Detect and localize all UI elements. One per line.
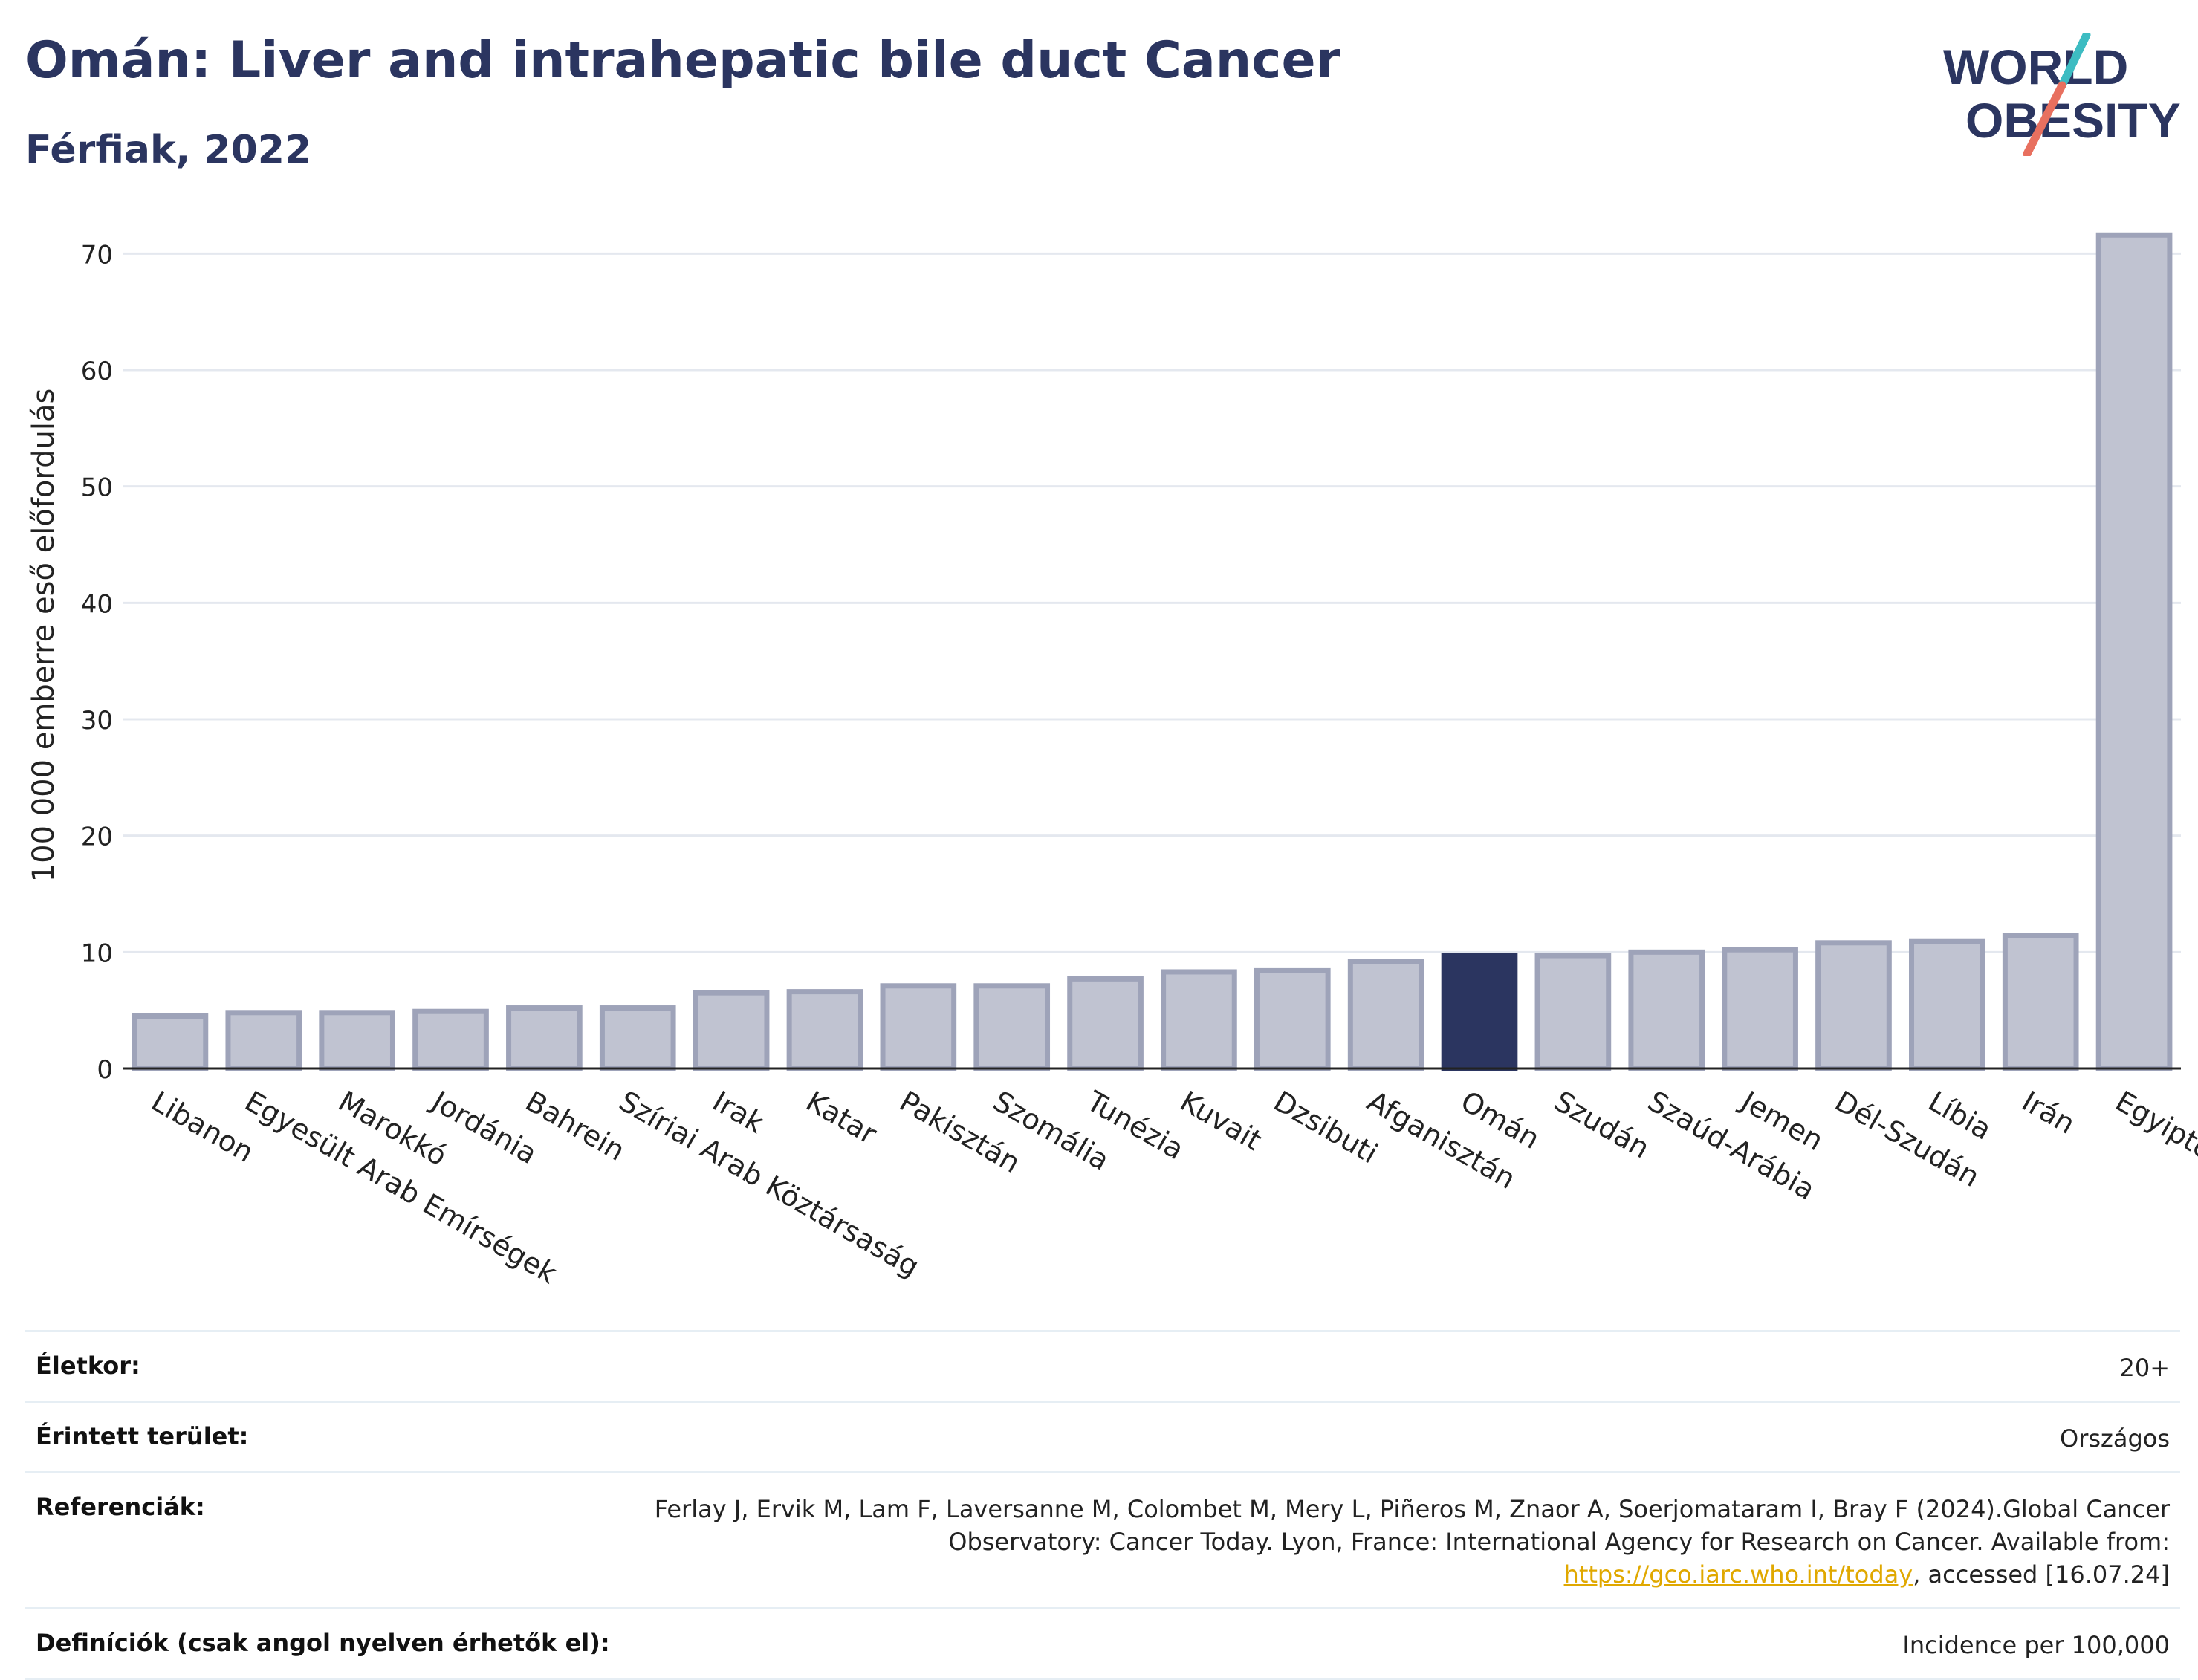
bar-6 (693, 990, 770, 1071)
area-label: Érintett terület: (36, 1422, 249, 1450)
bar-7 (786, 989, 863, 1071)
x-tick-label: Kuvait (1175, 1085, 1267, 1157)
meta-row-age: Életkor: 20+ (25, 1330, 2180, 1401)
definitions-label: Definíciók (csak angol nyelven érhetők e… (36, 1629, 610, 1657)
bar-11 (1161, 969, 1237, 1071)
bar-20 (2002, 933, 2079, 1071)
logo-slash-coral (2023, 81, 2066, 156)
bar-9 (973, 983, 1051, 1071)
y-axis-label: 100 000 emberre eső előfordulás (27, 389, 61, 883)
bar-8 (880, 983, 957, 1071)
logo-line-2: OBESITY (1965, 93, 2181, 148)
bar-4 (506, 1005, 583, 1071)
y-tick-label: 50 (81, 473, 113, 503)
x-tick-label: Irak (707, 1085, 770, 1140)
bar-19 (1909, 938, 1985, 1071)
bar-21 (2095, 232, 2173, 1071)
references-link[interactable]: https://gco.iarc.who.int/today (1563, 1560, 1913, 1589)
chart-title: Omán: Liver and intrahepatic bile duct C… (25, 31, 1341, 90)
references-value: Ferlay J, Ervik M, Lam F, Laversanne M, … (646, 1493, 2170, 1591)
age-value: 20+ (2119, 1354, 2170, 1382)
bar-2 (319, 1010, 395, 1071)
world-obesity-logo: WORLD OBESITY (1943, 33, 2181, 156)
bar-17 (1722, 947, 1798, 1071)
metadata-table: Életkor: 20+ Érintett terület: Országos … (25, 1330, 2180, 1680)
meta-row-area: Érintett terület: Országos (25, 1401, 2180, 1471)
x-tick-label: Bahrein (520, 1085, 631, 1167)
bar-10 (1067, 976, 1144, 1071)
y-tick-label: 0 (97, 1055, 113, 1085)
x-tick-label: Dzsibuti (1268, 1085, 1384, 1170)
bar-15 (1534, 953, 1612, 1071)
x-tick-label: Irán (2017, 1085, 2081, 1141)
x-tick-label: Libanon (146, 1085, 259, 1169)
y-tick-label: 60 (81, 357, 113, 386)
definitions-value: Incidence per 100,000 (1902, 1631, 2170, 1659)
chart-subtitle: Férfiak, 2022 (25, 128, 312, 172)
y-tick-label: 70 (81, 240, 113, 270)
bar-3 (412, 1008, 489, 1071)
meta-row-definitions: Definíciók (csak angol nyelven érhetők e… (25, 1607, 2180, 1680)
references-text-2: , accessed [16.07.24] (1913, 1560, 2170, 1589)
x-tick-label: Szíriai Arab Köztársaság (614, 1085, 925, 1283)
references-text-1: Ferlay J, Ervik M, Lam F, Laversanne M, … (654, 1495, 2170, 1556)
logo-slash-teal (2058, 33, 2091, 90)
x-tick-label: Szudán (1549, 1085, 1655, 1165)
y-tick-label: 10 (81, 938, 113, 968)
bar-13 (1347, 959, 1424, 1071)
bar-1 (225, 1010, 302, 1071)
age-label: Életkor: (36, 1352, 140, 1380)
bar-12 (1254, 967, 1331, 1071)
meta-row-references: Referenciák: Ferlay J, Ervik M, Lam F, L… (25, 1471, 2180, 1607)
x-tick-label: Egyiptom (2110, 1085, 2198, 1180)
logo-line-1: WORLD (1943, 39, 2128, 94)
area-value: Országos (2060, 1424, 2170, 1453)
bar-16 (1628, 949, 1705, 1071)
y-tick-label: 40 (81, 589, 113, 619)
bar-14 (1441, 953, 1518, 1071)
x-tick-label: Katar (800, 1085, 882, 1151)
y-tick-label: 20 (81, 823, 113, 852)
bar-0 (132, 1013, 209, 1071)
references-label: Referenciák: (36, 1493, 205, 1521)
bar-5 (599, 1005, 676, 1071)
bar-18 (1815, 940, 1892, 1071)
y-tick-label: 30 (81, 706, 113, 736)
